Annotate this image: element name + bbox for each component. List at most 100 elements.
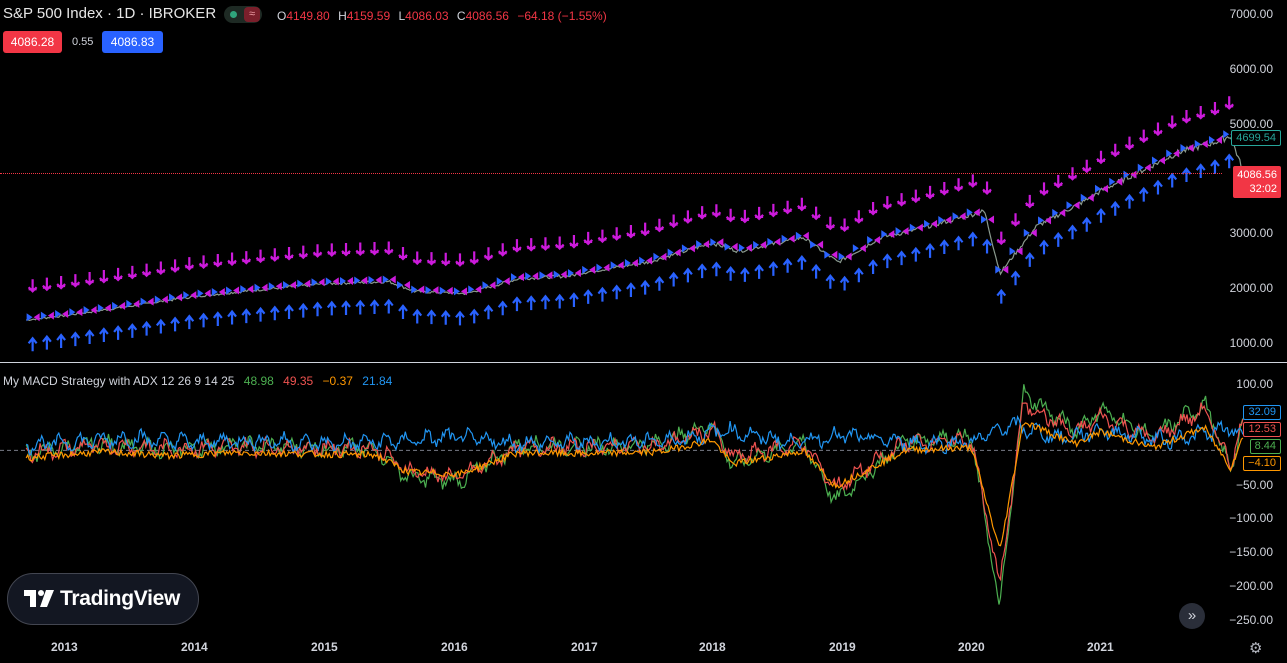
- sell-signal-marker: [455, 253, 465, 267]
- sell-signal-marker: [255, 249, 266, 264]
- buy-signal-marker: [611, 284, 622, 300]
- exit-triangle-marker: [361, 276, 368, 285]
- exit-triangle-marker: [859, 244, 866, 253]
- sell-signal-marker: [198, 255, 209, 269]
- buy-signal-marker: [341, 300, 351, 315]
- symbol-title[interactable]: S&P 500 Index · 1D · IBROKER: [3, 5, 217, 22]
- buy-signal-marker: [141, 320, 152, 336]
- sell-signal-marker: [611, 227, 622, 241]
- buy-signal-marker: [768, 261, 779, 276]
- sell-signal-marker: [526, 238, 536, 252]
- buy-signal-marker: [654, 276, 665, 291]
- market-status-pill[interactable]: ≈: [224, 6, 262, 23]
- entry-triangle-marker: [624, 258, 631, 267]
- exit-triangle-marker: [247, 285, 254, 294]
- exit-triangle-marker: [147, 297, 154, 306]
- sell-signal-marker: [825, 216, 836, 231]
- sell-signal-marker: [469, 251, 479, 265]
- buy-signal-marker: [269, 305, 280, 321]
- indicator-legend[interactable]: My MACD Strategy with ADX 12 26 9 14 25 …: [3, 374, 392, 388]
- exit-triangle-marker: [731, 242, 738, 251]
- sell-signal-marker: [1210, 101, 1220, 116]
- sell-signal-marker: [683, 210, 693, 224]
- sell-signal-marker: [99, 269, 109, 284]
- exit-triangle-marker: [1158, 156, 1165, 165]
- entry-triangle-marker: [1109, 177, 1116, 186]
- indicator-series-macd: [25, 384, 1244, 605]
- price-axis-label: 6000.00: [1229, 62, 1273, 76]
- ma-price-tag: 4699.54: [1231, 130, 1281, 146]
- buy-signal-marker: [398, 304, 408, 319]
- sell-signal-marker: [896, 193, 907, 207]
- exit-triangle-marker: [945, 216, 952, 225]
- buy-signal-marker: [212, 311, 223, 326]
- sell-signal-marker: [597, 229, 608, 244]
- exit-triangle-marker: [446, 286, 453, 295]
- exit-triangle-marker: [1102, 184, 1108, 193]
- sell-signal-marker: [554, 236, 565, 251]
- exit-triangle-marker: [332, 277, 339, 286]
- sell-signal-marker: [882, 196, 893, 210]
- exit-triangle-marker: [432, 286, 439, 295]
- sell-signal-marker: [1181, 110, 1192, 124]
- exit-triangle-marker: [275, 282, 282, 291]
- exit-triangle-marker: [318, 278, 325, 287]
- sell-signal-marker: [968, 174, 978, 188]
- buy-ask-button[interactable]: 4086.83: [102, 31, 163, 53]
- sell-signal-marker: [754, 206, 764, 221]
- sell-signal-marker: [512, 239, 522, 253]
- buy-signal-marker: [497, 300, 508, 316]
- entry-triangle-marker: [724, 242, 731, 251]
- entry-triangle-marker: [995, 265, 1002, 274]
- exit-triangle-marker: [674, 248, 681, 257]
- buy-signal-marker: [1224, 153, 1235, 169]
- chart-settings-gear-icon[interactable]: ⚙: [1249, 640, 1263, 657]
- buy-signal-marker: [1110, 200, 1121, 216]
- sell-signal-marker: [398, 246, 408, 261]
- entry-triangle-marker: [710, 238, 717, 247]
- indicator-axis-label: −50.00: [1235, 478, 1273, 492]
- tradingview-logo[interactable]: TradingView: [7, 573, 199, 625]
- exit-triangle-marker: [389, 275, 396, 284]
- time-axis-label: 2014: [181, 640, 208, 654]
- entry-triangle-marker: [311, 278, 318, 287]
- buy-signal-marker: [796, 255, 807, 270]
- buy-signal-marker: [853, 267, 864, 283]
- buy-signal-marker: [241, 308, 252, 324]
- entry-triangle-marker: [1123, 170, 1130, 179]
- buy-signal-marker: [170, 316, 180, 332]
- buy-signal-marker: [882, 253, 893, 269]
- last-price-value: 4086.56: [1237, 169, 1277, 181]
- hist-value-tag: −4.10: [1243, 456, 1281, 471]
- buy-signal-marker: [1195, 163, 1206, 179]
- sell-bid-button[interactable]: 4086.28: [3, 31, 62, 53]
- scroll-to-realtime-button[interactable]: »: [1179, 603, 1205, 629]
- sell-signal-marker: [996, 231, 1007, 246]
- exit-triangle-marker: [703, 240, 710, 249]
- buy-signal-marker: [640, 279, 651, 295]
- sell-signal-marker: [868, 202, 878, 216]
- sell-signal-marker: [1025, 194, 1035, 209]
- buy-signal-marker: [1153, 179, 1163, 195]
- exit-triangle-marker: [631, 258, 638, 267]
- entry-triangle-marker: [112, 301, 119, 310]
- buy-signal-marker: [982, 238, 992, 254]
- sell-signal-marker: [497, 243, 508, 257]
- buy-signal-marker: [383, 298, 394, 314]
- entry-triangle-marker: [781, 234, 788, 243]
- sell-signal-marker: [1010, 213, 1021, 227]
- sell-signal-marker: [56, 276, 66, 290]
- entry-triangle-marker: [496, 277, 503, 286]
- entry-triangle-marker: [26, 313, 33, 322]
- indicator-value-signal: 49.35: [283, 374, 314, 388]
- pane-separator[interactable]: [0, 362, 1287, 363]
- exit-triangle-marker: [1116, 177, 1123, 186]
- price-axis-label: 1000.00: [1229, 336, 1273, 350]
- entry-triangle-marker: [1038, 216, 1045, 225]
- exit-triangle-marker: [831, 250, 838, 259]
- indicator-series-hist: [25, 422, 1244, 547]
- indicator-axis-label: −200.00: [1229, 579, 1273, 593]
- buy-signal-marker: [84, 329, 95, 345]
- entry-triangle-marker: [867, 236, 874, 244]
